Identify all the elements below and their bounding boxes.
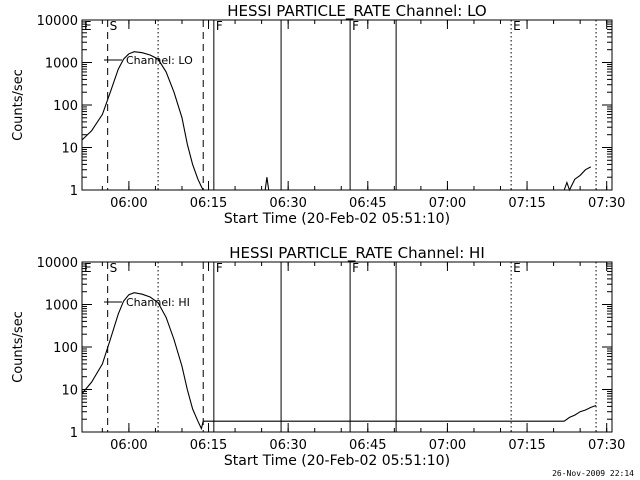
chart-panel-1: HESSI PARTICLE_RATE Channel: LO 1 10 100 100… — [11, 2, 625, 227]
plot-frame — [81, 261, 613, 433]
x-tick-label: 06:15 — [190, 196, 227, 211]
event-marker-label: E — [84, 261, 92, 275]
event-marker-label: F — [352, 261, 359, 275]
chart-title: HESSI PARTICLE_RATE Channel: LO — [227, 2, 486, 21]
plot-frame — [81, 19, 613, 191]
chart-title: HESSI PARTICLE_RATE Channel: HI — [229, 244, 485, 263]
x-axis-label: Start Time (20-Feb-02 05:51:10) — [224, 211, 450, 227]
x-tick-label: 07:30 — [588, 196, 625, 211]
chart-panel-2: HESSI PARTICLE_RATE Channel: HI 1 10 100 100… — [11, 244, 625, 469]
y-axis-label: Counts/sec — [11, 311, 26, 383]
event-marker-label: E — [513, 19, 521, 33]
event-marker-label: E — [513, 261, 521, 275]
footer-timestamp: 26-Nov-2009 22:14 — [552, 469, 634, 478]
x-tick-label: 06:30 — [269, 438, 306, 453]
x-tick-label: 07:00 — [429, 196, 466, 211]
y-tick-label: 1000 — [45, 299, 78, 314]
x-tick-label: 07:00 — [429, 438, 466, 453]
x-tick-label: 06:45 — [349, 438, 386, 453]
x-tick-label: 06:00 — [110, 438, 147, 453]
series-line — [81, 292, 597, 431]
x-axis-label: Start Time (20-Feb-02 05:51:10) — [224, 453, 450, 469]
event-marker-label: S — [110, 19, 118, 33]
x-tick-label: 07:15 — [508, 196, 545, 211]
event-marker-label: E — [84, 19, 92, 33]
y-tick-label: 100 — [53, 341, 78, 356]
x-tick-label: 06:30 — [269, 196, 306, 211]
event-marker-label: F — [216, 261, 223, 275]
x-tick-label: 07:15 — [508, 438, 545, 453]
x-tick-label: 06:45 — [349, 196, 386, 211]
x-tick-label: 06:00 — [110, 196, 147, 211]
y-tick-label: 10000 — [37, 256, 78, 271]
y-tick-label: 10 — [61, 142, 78, 157]
y-tick-label: 1000 — [45, 57, 78, 72]
event-marker-label: S — [110, 261, 118, 275]
event-marker-label: F — [216, 19, 223, 33]
series-line — [81, 51, 592, 192]
y-tick-label: 10000 — [37, 14, 78, 29]
y-axis-label: Counts/sec — [11, 69, 26, 141]
y-tick-label: 1 — [70, 426, 78, 441]
event-marker-label: F — [352, 19, 359, 33]
x-tick-label: 06:15 — [190, 438, 227, 453]
y-tick-label: 1 — [70, 184, 78, 199]
y-tick-label: 10 — [61, 384, 78, 399]
y-tick-label: 100 — [53, 99, 78, 114]
x-tick-label: 07:30 — [588, 438, 625, 453]
